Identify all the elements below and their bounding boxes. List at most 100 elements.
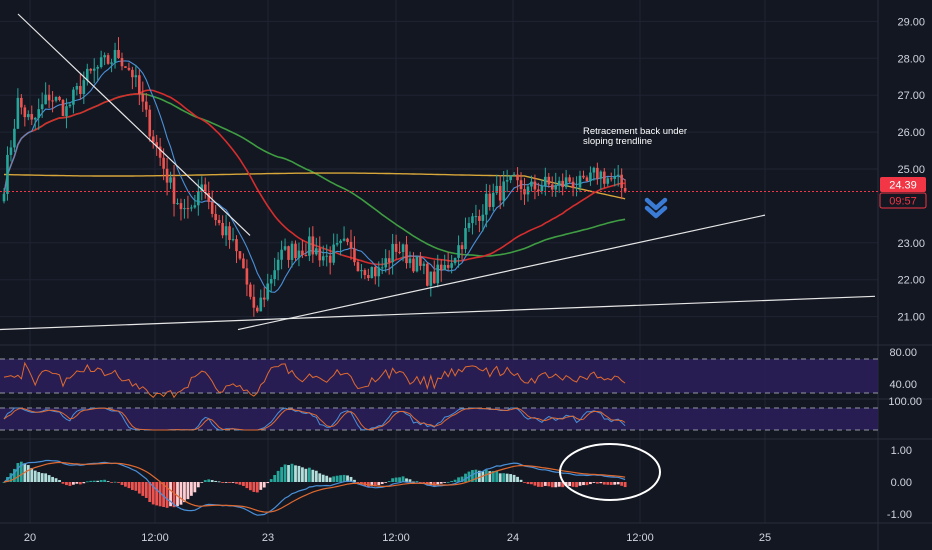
macd-bar <box>609 482 613 485</box>
candle-body <box>537 189 540 191</box>
last-price-value: 24.39 <box>889 180 917 192</box>
candle-body <box>443 265 446 271</box>
candle-body <box>269 279 273 284</box>
trendline-upper-descending[interactable] <box>17 13 251 236</box>
last-price-badge: 24.39 <box>880 177 926 192</box>
x-axis[interactable]: 20 12:00 23 12:00 24 12:00 25 <box>24 532 771 544</box>
candle-body <box>144 101 148 110</box>
macd-bar <box>252 482 256 492</box>
candle-body <box>544 176 547 186</box>
macd-bar <box>339 475 342 482</box>
candle-body <box>328 255 332 263</box>
macd-bar <box>595 482 599 484</box>
macd-bar <box>415 481 419 482</box>
macd-bar <box>342 474 346 482</box>
time-tick-label: 12:00 <box>626 532 654 544</box>
macd-bar <box>58 480 61 482</box>
candle-body <box>460 245 464 250</box>
down-arrow-icon[interactable] <box>644 197 668 219</box>
macd-bar <box>30 467 34 482</box>
macd-bar <box>412 481 415 483</box>
macd-bar <box>401 476 405 482</box>
candle-body <box>179 203 183 210</box>
candle-body <box>186 208 190 210</box>
candle-body <box>502 181 505 201</box>
macd-bar <box>26 465 30 482</box>
macd-bar <box>519 479 523 482</box>
trendlines[interactable] <box>0 13 876 331</box>
candle-body <box>571 181 575 189</box>
candle-body <box>162 157 165 169</box>
macd-bar <box>266 482 270 484</box>
macd-bar <box>436 482 440 485</box>
candle-body <box>238 251 242 259</box>
macd-bar <box>221 482 225 483</box>
candle-body <box>509 175 512 181</box>
macd-bar <box>599 482 603 484</box>
macd-highlight-circle <box>559 443 661 501</box>
candle-body <box>370 267 374 279</box>
candle-body <box>276 259 280 271</box>
macd-bar <box>557 482 561 487</box>
macd-bar <box>301 467 304 482</box>
macd-bar <box>207 479 211 482</box>
macd-bar <box>228 482 231 483</box>
candle-body <box>287 246 290 260</box>
candle-body <box>519 180 523 190</box>
macd-bar <box>124 482 127 487</box>
macd-bar <box>276 470 280 482</box>
candle-body <box>169 177 172 183</box>
candle-body <box>106 55 110 64</box>
candle-body <box>65 106 68 117</box>
candle-body <box>183 208 186 210</box>
candle-body <box>176 203 179 205</box>
macd-bar <box>248 482 252 491</box>
candle-body <box>20 97 23 108</box>
macd-bar <box>346 475 349 482</box>
candle-body <box>495 185 499 193</box>
candle-body <box>23 107 27 118</box>
trendline-long-support[interactable] <box>0 295 876 331</box>
candle-body <box>554 184 558 190</box>
y-axis[interactable]: 29.00 28.00 27.00 26.00 25.00 23.00 22.00 21.00… <box>887 16 925 521</box>
candle-body <box>54 96 58 101</box>
macd-bar <box>328 477 332 482</box>
macd-bar <box>384 482 388 483</box>
macd-bar <box>387 481 391 482</box>
macd-bar <box>113 481 117 483</box>
candle-body <box>620 174 623 189</box>
macd-bar <box>179 482 183 505</box>
candle-body <box>228 226 231 240</box>
candle-body <box>96 67 99 69</box>
candle-body <box>564 177 568 188</box>
macd-bar <box>40 473 44 482</box>
macd-bar <box>554 482 558 488</box>
macd-bar <box>477 470 481 482</box>
macd-bar <box>61 482 65 484</box>
candle-body <box>398 251 401 253</box>
macd-bar <box>498 473 502 482</box>
candle-body <box>474 216 478 218</box>
annotation-text[interactable]: Retracement back under sloping trendline <box>583 126 687 147</box>
candle-body <box>419 256 422 266</box>
macd-bar <box>314 470 318 482</box>
macd-bar <box>602 482 606 485</box>
macd-bar <box>311 469 315 482</box>
candle-body <box>221 222 224 236</box>
candle-body <box>51 100 54 102</box>
candle-body <box>44 94 47 105</box>
candle-body <box>301 250 304 256</box>
candle-body <box>256 307 259 312</box>
macd-bar <box>377 482 381 486</box>
trendline-lower-ascending[interactable] <box>237 214 766 331</box>
candle-body <box>471 216 474 224</box>
macd-bar <box>214 480 218 482</box>
macd-bar <box>235 482 238 484</box>
macd-bar <box>72 482 75 485</box>
candle-body <box>384 258 387 268</box>
macd-bar <box>502 473 506 482</box>
macd-bar <box>283 464 287 482</box>
candle-body <box>387 258 391 263</box>
time-tick-label: 12:00 <box>382 532 410 544</box>
